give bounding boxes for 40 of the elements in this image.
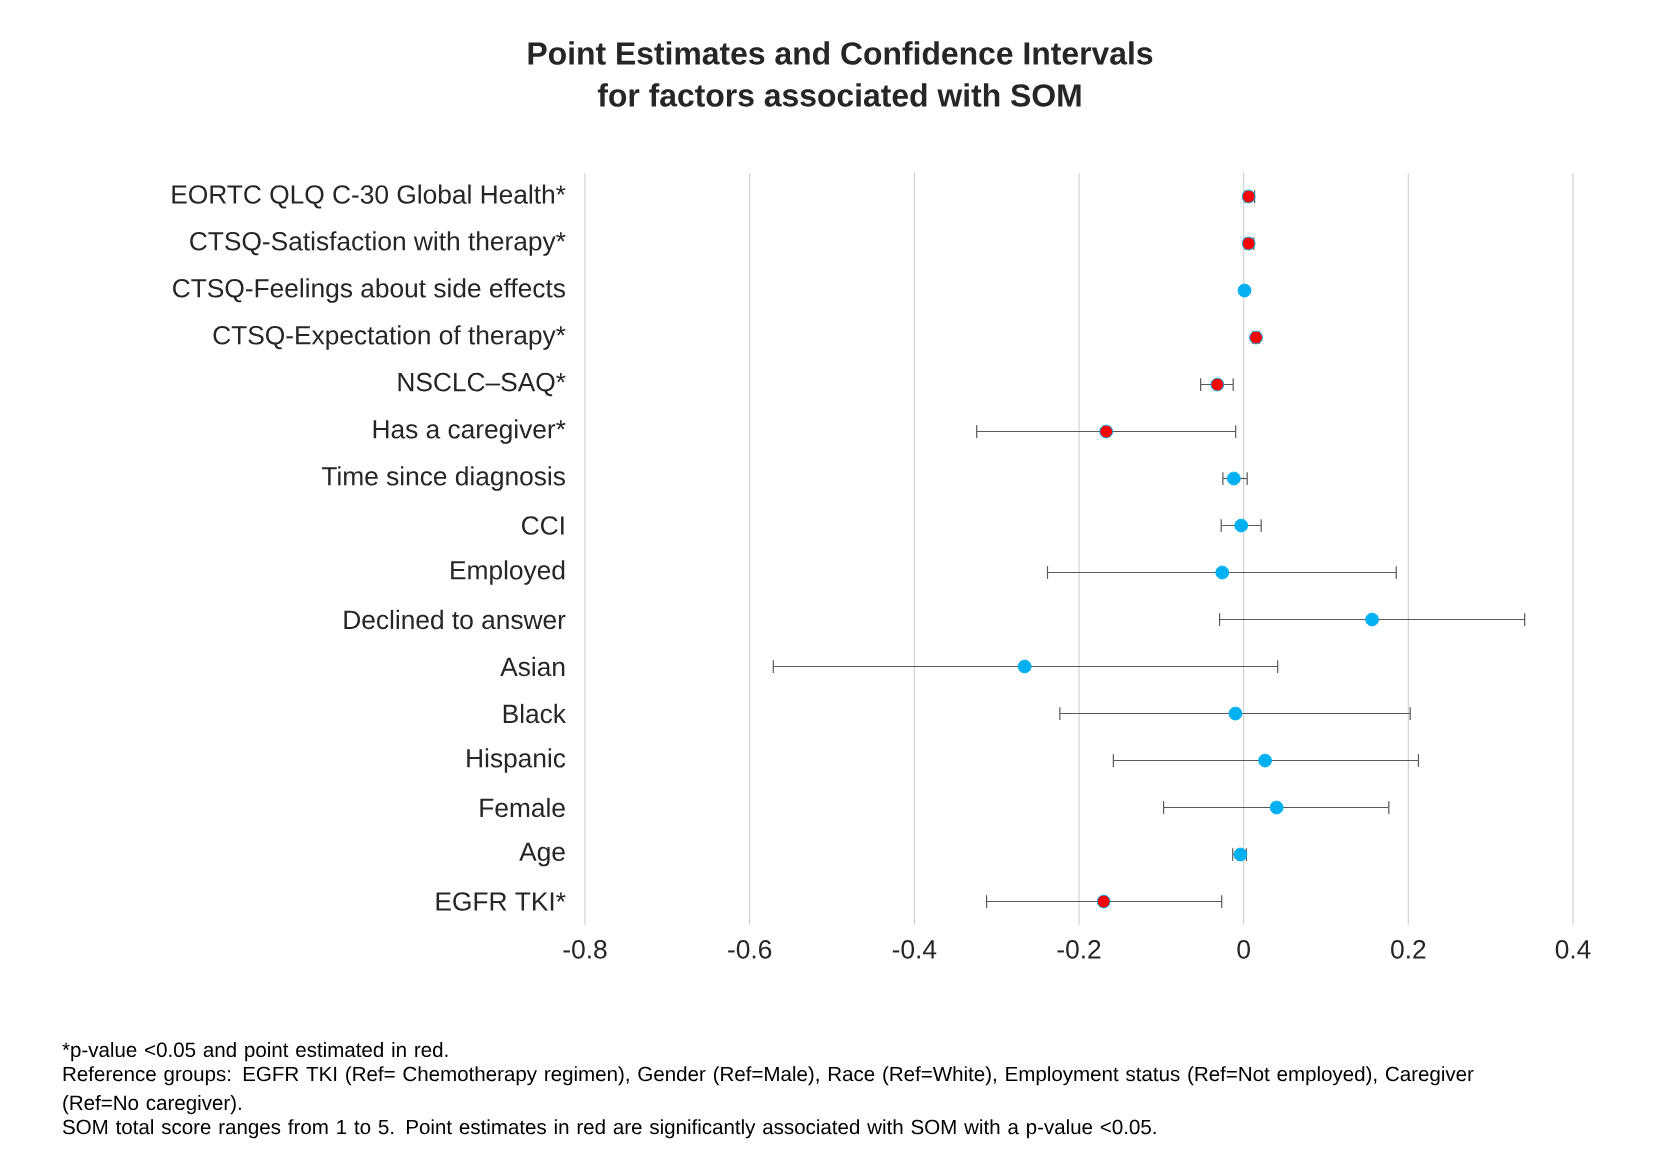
chart-title: Point Estimates and Confidence Intervals [528, 41, 1153, 65]
y-tick-label: CCI [522, 516, 564, 535]
point [1234, 518, 1249, 533]
y-tick-label: Black [503, 703, 566, 724]
point [1099, 424, 1114, 439]
text: *p-value <0.05 and point estimated in red. [62, 1042, 448, 1062]
y-tick-label: EGFR TKI* [436, 892, 566, 911]
point [1210, 377, 1225, 392]
y-tick-label: Employed [451, 560, 565, 585]
y-tick-label: Has a caregiver* [373, 419, 566, 444]
y-tick-label: Age [519, 842, 565, 867]
y-tick-label: CTSQ-Expectation of therapy* [213, 325, 566, 350]
point [1096, 894, 1111, 909]
x-tick-label: -0.2 [1057, 940, 1101, 959]
x-tick-label: 0.4 [1555, 940, 1591, 959]
point [1228, 706, 1243, 721]
y-tick-label: EORTC QLQ C-30 Global Health* [172, 184, 566, 209]
point [1215, 565, 1230, 580]
chart-subtitle: for factors associated with SOM [597, 83, 1081, 107]
point [1269, 800, 1284, 815]
text: Reference groups: EGFR TKI (Ref= Chemotherapy regimen), Gender (Ref=Male), Race (Ref=White), Employment status (Ref=Not employed), Caregiver (Ref=No caregiver). [63, 1066, 1474, 1115]
x-tick-label: -0.6 [728, 940, 772, 959]
point [1017, 659, 1032, 674]
x-tick-label: 0.2 [1391, 940, 1426, 959]
y-tick-label: CTSQ-Satisfaction with therapy* [190, 231, 566, 256]
y-tick-label: Hispanic [467, 748, 566, 773]
x-tick-label: 0 [1237, 940, 1250, 959]
y-tick-label: Time since diagnosis [321, 466, 565, 491]
point [1226, 471, 1241, 486]
y-tick-label: Female [480, 797, 565, 818]
point [1258, 753, 1272, 768]
text: SOM total score ranges from 1 to 5. Point estimates in red are significantly associated with SOM with a p-value <0.05. [62, 1119, 1156, 1139]
point [1237, 283, 1252, 298]
y-tick-label: Declined to answer [344, 609, 566, 630]
x-tick-label: -0.4 [892, 940, 937, 959]
y-tick-label: CTSQ-Feelings about side effects [173, 278, 566, 303]
y-tick-label: Asian [500, 656, 565, 677]
y-tick-label: NSCLC–SAQ* [398, 372, 566, 397]
point [1365, 612, 1379, 627]
x-tick-label: -0.8 [563, 940, 607, 959]
